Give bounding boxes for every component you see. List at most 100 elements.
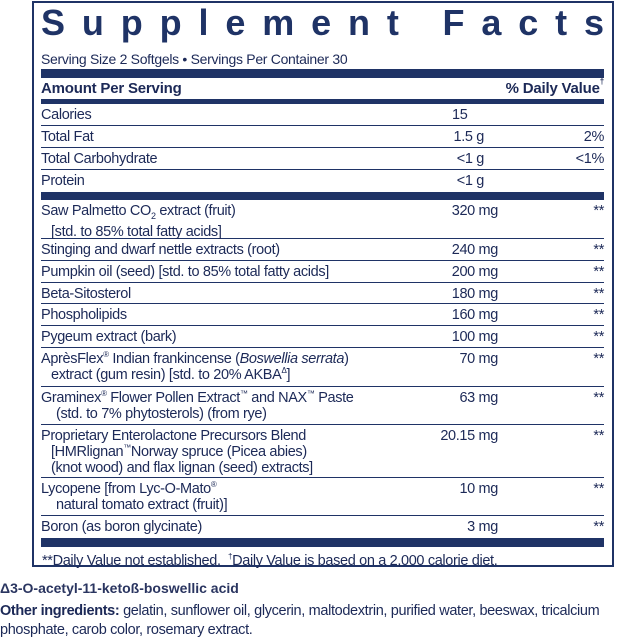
ingredient-row: AprèsFlex® Indian frankincense (Boswelli… <box>41 348 604 387</box>
nutrient-dv <box>484 107 604 125</box>
name-line2: (std. to 7% phytosterols) (from rye) <box>56 406 267 422</box>
ingredient-name: AprèsFlex® Indian frankincense (Boswelli… <box>41 351 411 386</box>
amount-per-serving-label: Amount Per Serving <box>41 80 182 97</box>
ingredient-dv: ** <box>593 390 604 406</box>
nutrient-name: Total Carbohydrate <box>41 151 158 167</box>
other-ingredients: Other ingredients: gelatin, sunflower oi… <box>0 602 640 640</box>
column-header: Amount Per Serving % Daily Value† <box>41 78 604 99</box>
trademark: ™ <box>123 443 131 452</box>
ingredient-name: Proprietary Enterolactone Precursors Ble… <box>41 428 411 477</box>
ingredient-name: Graminex® Flower Pollen Extract™ and NAX… <box>41 390 411 424</box>
daily-value-text: % Daily Value <box>505 80 600 97</box>
nutrient-row: Total Carbohydrate <1 g <1% <box>41 148 604 170</box>
name-text: Indian frankincense ( <box>108 351 240 367</box>
name-text: Proprietary Enterolactone Precursors Ble… <box>41 428 306 444</box>
name-line3: (knot wood) and flax lignan (seed) extra… <box>51 460 313 476</box>
ingredient-row: Beta-Sitosterol 180 mg ** <box>41 283 604 304</box>
footnote-dv-not-established: **Daily Value not established. <box>42 553 221 569</box>
nutrient-amount: <1 g <box>456 173 485 189</box>
ingredient-amount: 180 mg <box>451 286 499 302</box>
ingredient-name: Lycopene [from Lyc-O-Mato® natural tomato… <box>41 481 411 515</box>
ingredient-dv: ** <box>593 242 604 258</box>
ingredient-row: Saw Palmetto CO2 extract (fruit) [std. to… <box>41 200 604 240</box>
footnote-dv-basis: Daily Value is based on a 2,000 calorie … <box>232 553 498 569</box>
registered-mark: ® <box>103 350 109 359</box>
supplement-facts-panel: Supplement Facts Serving Size 2 Softgels… <box>32 1 621 570</box>
ingredient-name: Phospholipids <box>41 307 127 323</box>
name-text: Paste <box>314 390 354 406</box>
name-text: Flower Pollen Extract <box>106 390 240 406</box>
nutrient-name: Calories <box>41 107 92 123</box>
ingredient-row: Boron (as boron glycinate) 3 mg ** <box>41 516 604 538</box>
ingredient-row: Pumpkin oil (seed) [std. to 85% total fa… <box>41 261 604 283</box>
nutrient-row: Total Fat 1.5 g 2% <box>41 126 604 148</box>
ingredient-dv: ** <box>593 286 604 302</box>
ingredient-name: Boron (as boron glycinate) <box>41 519 202 535</box>
ingredient-amount: 20.15 mg <box>440 428 498 444</box>
ingredient-amount: 3 mg <box>467 519 498 535</box>
ingredient-name: Saw Palmetto CO2 extract (fruit) [std. to… <box>41 203 411 240</box>
name-line2: [HMRlignan™Norway spruce (Picea abies) <box>41 443 411 461</box>
nutrient-dv <box>484 173 604 192</box>
name-text: ) <box>344 351 349 367</box>
footnote: **Daily Value not established. †Daily Va… <box>41 552 604 570</box>
registered-mark: ® <box>101 389 107 398</box>
ingredient-dv: ** <box>593 307 604 323</box>
nutrient-amount: 1.5 g <box>453 129 485 145</box>
ingredient-amount: 240 mg <box>451 242 499 258</box>
trademark: ™ <box>239 389 248 398</box>
nutrient-name: Total Fat <box>41 129 94 145</box>
ingredient-row: Stinging and dwarf nettle extracts (root… <box>41 239 604 261</box>
name-text: extract (gum resin) [std. to 20% AKBA <box>51 367 282 383</box>
ingredient-amount: 63 mg <box>459 390 498 406</box>
nutrient-row: Calories 15 <box>41 104 604 126</box>
ingredient-dv: ** <box>593 264 604 280</box>
ingredient-amount: 320 mg <box>451 203 499 219</box>
name-text: Lycopene [from Lyc-O-Mato <box>41 481 211 497</box>
name-text: Norway spruce (Picea abies) <box>130 444 307 460</box>
panel-title: Supplement Facts <box>41 2 621 43</box>
dagger-mark: † <box>228 552 233 561</box>
divider-thin <box>41 99 604 104</box>
ingredient-dv: ** <box>593 329 604 345</box>
nutrient-dv: <1% <box>575 151 605 167</box>
trademark: ™ <box>306 389 315 398</box>
nutrient-amount: <1 g <box>456 151 485 167</box>
delta-footnote: Δ3-O-acetyl-11-ketoß-boswellic acid <box>0 580 239 596</box>
ingredient-name: Pygeum extract (bark) <box>41 329 177 345</box>
daily-value-label: % Daily Value† <box>505 77 605 99</box>
dagger-mark: † <box>599 77 604 86</box>
name-text: AprèsFlex <box>41 351 104 367</box>
ingredient-row: Phospholipids 160 mg ** <box>41 304 604 326</box>
name-text: extract (fruit) <box>155 203 236 219</box>
name-text: Graminex <box>41 390 102 406</box>
ingredient-row: Pygeum extract (bark) 100 mg ** <box>41 326 604 348</box>
divider-thick <box>41 192 604 200</box>
delta-mark: Δ <box>281 366 287 375</box>
ingredient-row: Graminex® Flower Pollen Extract™ and NAX… <box>41 387 604 425</box>
divider-thick <box>41 69 604 78</box>
ingredient-amount: 10 mg <box>459 481 498 497</box>
name-line2: [std. to 85% total fatty acids] <box>51 223 222 240</box>
nutrient-amount: 15 <box>452 107 468 123</box>
ingredient-amount: 160 mg <box>451 307 499 323</box>
registered-mark: ® <box>210 480 217 489</box>
ingredient-amount: 200 mg <box>451 264 499 280</box>
nutrient-row: Protein <1 g <box>41 170 604 192</box>
ingredient-dv: ** <box>593 203 604 219</box>
ingredient-dv: ** <box>593 428 604 444</box>
name-line2: extract (gum resin) [std. to 20% AKBAΔ] <box>41 366 411 384</box>
name-text: ] <box>286 367 291 383</box>
ingredient-dv: ** <box>593 351 604 367</box>
ingredient-name: Pumpkin oil (seed) [std. to 85% total fa… <box>41 264 329 280</box>
ingredient-row: Lycopene [from Lyc-O-Mato® natural tomato… <box>41 478 604 516</box>
ingredient-amount: 100 mg <box>451 329 499 345</box>
nutrient-dv: 2% <box>583 129 605 145</box>
nutrient-name: Protein <box>41 173 85 189</box>
name-line2: natural tomato extract (fruit)] <box>56 497 228 513</box>
name-text: Saw Palmetto CO <box>41 203 151 219</box>
ingredient-name: Beta-Sitosterol <box>41 286 131 302</box>
other-ingredients-text: gelatin, sunflower oil, glycerin, maltod… <box>0 603 600 638</box>
ingredient-name: Stinging and dwarf nettle extracts (root… <box>41 242 280 258</box>
name-text: and NAX <box>247 390 307 406</box>
